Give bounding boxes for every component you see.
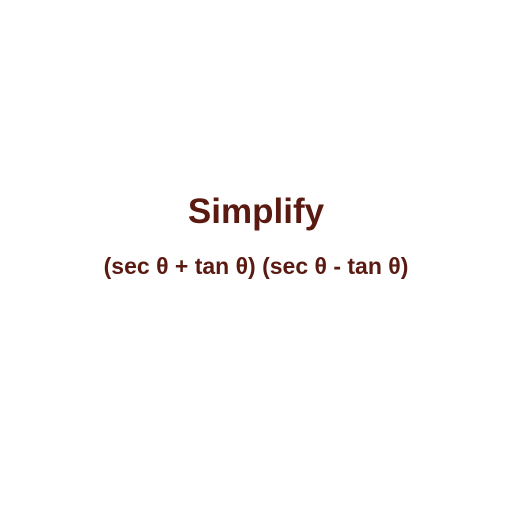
math-expression: (sec θ + tan θ) (sec θ - tan θ) — [103, 253, 409, 279]
page-title: Simplify — [187, 192, 325, 231]
